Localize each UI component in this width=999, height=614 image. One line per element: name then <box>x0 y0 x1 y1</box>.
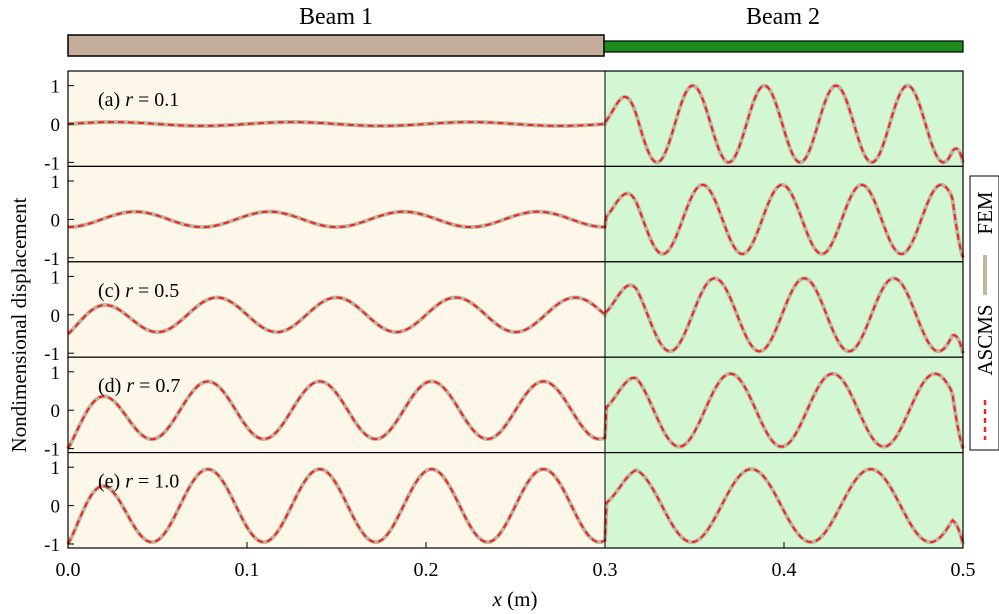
y-tick-label: 0 <box>51 497 61 518</box>
ascms-curve <box>67 372 964 450</box>
y-tick-label: -1 <box>44 535 60 556</box>
x-tick-label: 0.1 <box>235 559 260 581</box>
x-tick-label: 0.0 <box>56 559 81 581</box>
y-tick-label: 0 <box>51 115 61 136</box>
panel-5: 1 0 -1 (e) r = 1.0 <box>44 452 965 556</box>
panel-3: 1 0 -1 (c) r = 0.5 <box>44 261 965 365</box>
panel-1: 1 0 -1 (a) r = 0.1 <box>44 70 965 174</box>
panel-2: 1 0 -1 <box>44 165 965 270</box>
panel-beam2-background <box>605 357 963 453</box>
panel-label-prefix: (d) <box>98 375 126 397</box>
x-tick-label: 0.4 <box>772 559 797 581</box>
panel-beam1-background <box>68 261 605 358</box>
x-tick-label: 0.2 <box>414 559 439 581</box>
y-tick-label: -1 <box>44 440 60 461</box>
panel-label: (e) r = 1.0 <box>98 471 179 493</box>
ascms-curve <box>67 183 964 259</box>
ascms-curve <box>67 84 964 164</box>
x-tick-label: 0.3 <box>593 559 618 581</box>
panel-label: (d) r = 0.7 <box>98 375 180 397</box>
legend-label-fem: FEM <box>973 191 997 235</box>
panel-label-value: = 0.7 <box>134 375 180 397</box>
panel-beam1-background <box>68 71 605 167</box>
panel-beam2-background <box>605 166 963 262</box>
y-tick-label: 0 <box>51 210 61 231</box>
y-tick-label: -1 <box>44 344 60 365</box>
panel-beam2-background <box>605 452 963 548</box>
y-tick-label: 1 <box>51 458 61 479</box>
y-tick-label: 1 <box>51 77 61 98</box>
x-axis-label: x (m) <box>492 587 538 611</box>
y-tick-label: -1 <box>44 249 60 270</box>
panel-label-prefix: (e) <box>98 471 125 493</box>
panel-frame <box>67 452 964 549</box>
panel-label-value: = 1.0 <box>133 471 179 493</box>
panel-beam1-background <box>68 452 605 548</box>
panel-label-variable: r <box>125 89 133 111</box>
beam-2-bar <box>603 40 964 53</box>
y-tick-label: 0 <box>51 306 61 327</box>
legend-label-ascms: ASCMS <box>973 304 997 375</box>
panel-label-value: = 0.1 <box>133 89 179 111</box>
beam-1-label: Beam 1 <box>299 4 373 30</box>
panel-label-prefix: (c) <box>98 280 125 302</box>
beam-2-label: Beam 2 <box>746 4 820 30</box>
y-tick-label: 1 <box>51 267 61 288</box>
y-tick-label: -1 <box>44 153 60 174</box>
y-tick-label: 1 <box>51 172 61 193</box>
y-tick-label: 0 <box>51 401 61 422</box>
ascms-curve <box>67 468 964 545</box>
y-axis-label: Nondimensional displacement <box>7 197 31 452</box>
panel-label-variable: r <box>125 471 133 493</box>
panel-label-variable: r <box>125 280 133 302</box>
x-tick-label: 0.5 <box>951 559 976 581</box>
beam-1-bar <box>67 34 605 57</box>
x-axis-unit: (m) <box>502 587 538 611</box>
panel-label: (a) r = 0.1 <box>98 89 179 111</box>
x-axis-variable: x <box>492 587 503 611</box>
legend: ASCMS FEM <box>969 175 999 451</box>
ascms-curve <box>67 277 964 354</box>
panel-label-prefix: (a) <box>98 89 125 111</box>
panel-label-value: = 0.5 <box>133 280 179 302</box>
panel-label: (c) r = 0.5 <box>98 280 179 302</box>
panel-4: 1 0 -1 (d) r = 0.7 <box>44 356 965 461</box>
y-tick-label: 1 <box>51 363 61 384</box>
panel-label-variable: r <box>126 375 134 397</box>
